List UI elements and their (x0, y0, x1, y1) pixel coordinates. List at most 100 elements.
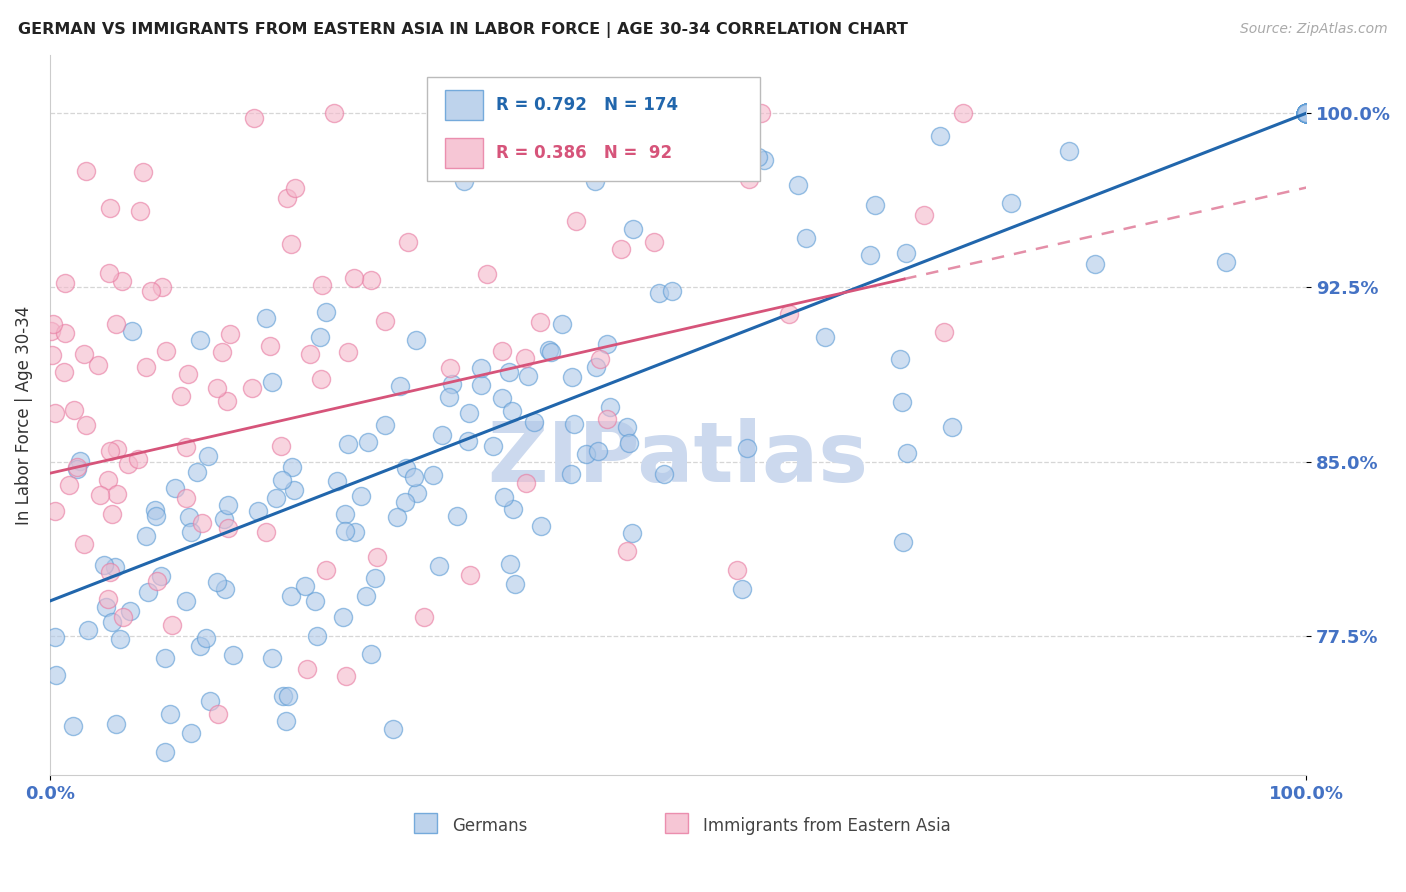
Point (458, 406, 481, 420)
Point (66, 461, 89, 475)
Point (499, 557, 522, 571)
Point (217, 393, 239, 408)
Point (1057, 144, 1080, 158)
Point (44, 406, 66, 420)
Point (337, 345, 360, 359)
Point (108, 632, 131, 647)
FancyBboxPatch shape (446, 138, 484, 169)
Point (270, 473, 292, 487)
Point (1295, 106, 1317, 120)
Point (530, 518, 553, 533)
Point (432, 428, 454, 442)
Point (143, 503, 166, 517)
Point (127, 452, 149, 467)
Point (501, 404, 523, 418)
Point (1295, 106, 1317, 120)
Point (163, 482, 186, 496)
Point (439, 361, 461, 376)
Point (491, 391, 513, 405)
Point (190, 516, 212, 531)
Point (77, 623, 100, 637)
Point (586, 443, 609, 458)
Text: GERMAN VS IMMIGRANTS FROM EASTERN ASIA IN LABOR FORCE | AGE 30-34 CORRELATION CH: GERMAN VS IMMIGRANTS FROM EASTERN ASIA I… (18, 22, 908, 38)
Point (481, 439, 503, 453)
Point (1295, 106, 1317, 120)
Point (457, 434, 479, 448)
Point (1295, 106, 1317, 120)
Point (405, 333, 427, 347)
Point (256, 524, 278, 539)
Point (952, 106, 974, 120)
Point (357, 435, 380, 450)
Point (394, 495, 416, 509)
FancyBboxPatch shape (665, 813, 688, 833)
Point (941, 419, 963, 434)
Point (565, 214, 588, 228)
Point (1295, 106, 1317, 120)
Point (264, 491, 287, 505)
Point (437, 390, 460, 404)
Point (101, 507, 124, 521)
Point (326, 474, 349, 488)
Point (1295, 106, 1317, 120)
Point (277, 690, 299, 704)
Point (470, 361, 492, 376)
Point (360, 647, 382, 661)
Point (1295, 106, 1317, 120)
Point (309, 372, 332, 386)
Point (1295, 106, 1317, 120)
Point (97, 266, 120, 280)
Point (1295, 106, 1317, 120)
Point (1295, 106, 1317, 120)
Point (104, 317, 127, 331)
Point (180, 726, 202, 740)
Point (787, 178, 810, 192)
Point (138, 584, 160, 599)
Point (1215, 254, 1237, 268)
Point (366, 550, 388, 565)
Point (725, 563, 748, 577)
Point (132, 165, 155, 179)
Point (1084, 257, 1107, 271)
Point (1295, 106, 1317, 120)
Point (149, 569, 172, 583)
Point (311, 278, 333, 293)
Point (429, 558, 451, 573)
Point (121, 324, 143, 338)
Point (505, 577, 527, 591)
Point (583, 174, 606, 188)
Point (1295, 106, 1317, 120)
Point (912, 208, 935, 222)
Point (621, 525, 644, 540)
Point (89, 488, 111, 502)
Point (422, 468, 444, 483)
Point (1295, 106, 1317, 120)
Point (188, 333, 211, 347)
Point (176, 368, 198, 382)
Point (661, 284, 683, 298)
Point (929, 129, 952, 144)
Point (405, 486, 427, 500)
Point (1295, 106, 1317, 120)
Point (1295, 106, 1317, 120)
Point (177, 510, 200, 524)
Point (446, 509, 468, 524)
Point (560, 467, 582, 481)
Point (259, 339, 281, 353)
Point (516, 368, 538, 383)
Point (322, 106, 344, 120)
Point (1295, 106, 1317, 120)
Point (240, 381, 263, 395)
Point (1295, 106, 1317, 120)
Point (219, 326, 242, 341)
Point (75, 163, 97, 178)
Point (280, 589, 302, 603)
Point (364, 571, 387, 585)
Point (1295, 106, 1317, 120)
Point (889, 352, 911, 367)
Point (385, 510, 408, 524)
Point (747, 150, 769, 164)
Y-axis label: In Labor Force | Age 30-34: In Labor Force | Age 30-34 (15, 306, 32, 524)
Point (139, 285, 162, 299)
Point (1295, 106, 1317, 120)
